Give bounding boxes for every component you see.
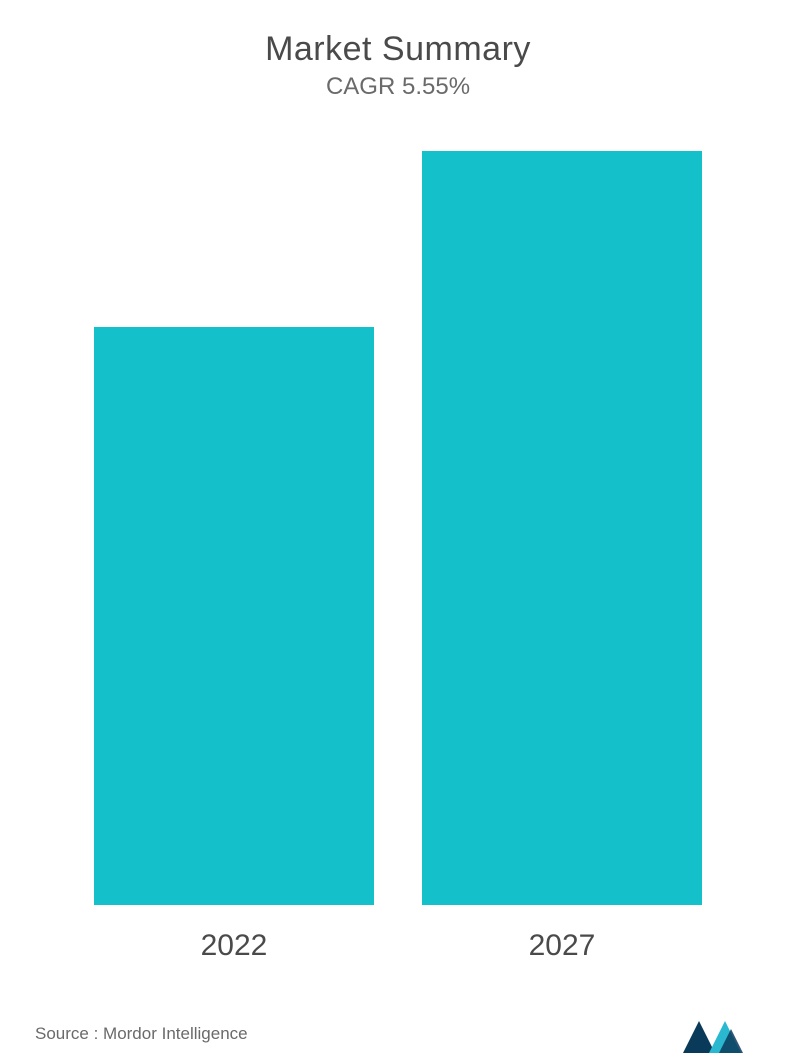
chart-subtitle: CAGR 5.55% bbox=[30, 73, 766, 101]
chart-container: Market Summary CAGR 5.55% 2022 2027 Sour… bbox=[0, 0, 796, 1034]
chart-title: Market Summary bbox=[30, 30, 766, 69]
bar-label-0: 2022 bbox=[201, 929, 268, 963]
bar-group-1: 2027 bbox=[422, 151, 702, 963]
bar-label-1: 2027 bbox=[529, 929, 596, 963]
bar-1 bbox=[422, 151, 702, 905]
mordor-logo-icon bbox=[681, 1013, 761, 1055]
bar-group-0: 2022 bbox=[94, 327, 374, 963]
chart-header: Market Summary CAGR 5.55% bbox=[30, 30, 766, 101]
bar-0 bbox=[94, 327, 374, 905]
source-text: Source : Mordor Intelligence bbox=[35, 1024, 248, 1044]
chart-footer: Source : Mordor Intelligence bbox=[30, 1003, 766, 1060]
chart-area: 2022 2027 bbox=[30, 151, 766, 963]
